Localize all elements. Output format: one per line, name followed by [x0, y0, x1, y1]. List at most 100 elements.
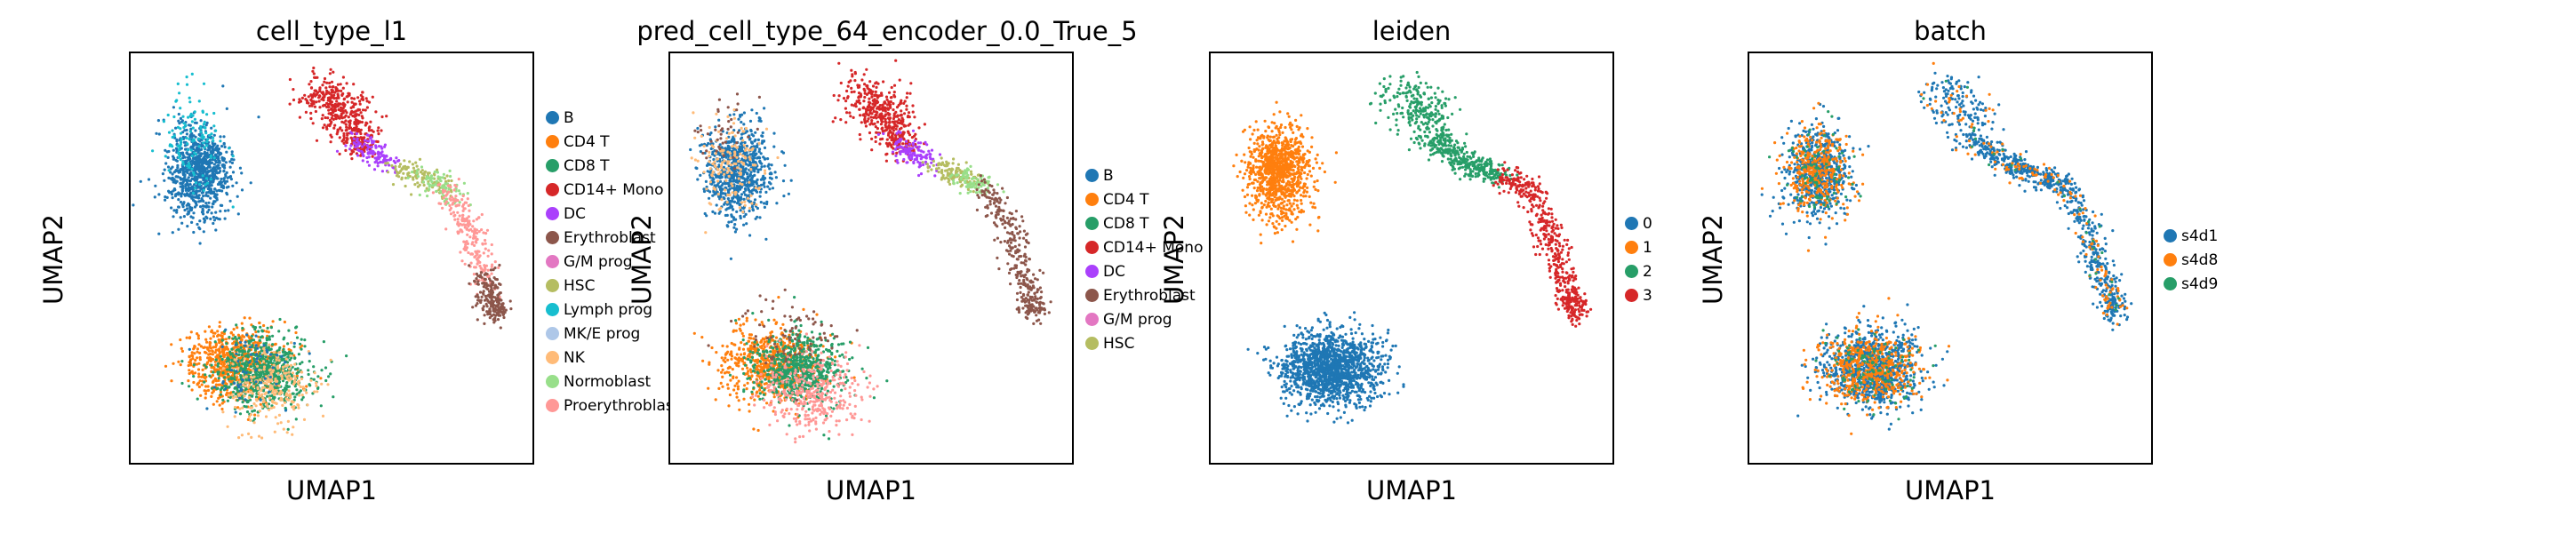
legend-item: DC: [1085, 259, 1203, 283]
cell-cluster: [751, 332, 879, 444]
legend-item: CD4 T: [1085, 187, 1203, 211]
legend-item: Erythroblast: [1085, 283, 1203, 307]
legend-label: Normoblast: [564, 372, 652, 391]
legend-marker: [1085, 217, 1099, 230]
legend-marker: [1085, 193, 1099, 206]
x-axis-label: UMAP1: [1904, 475, 1996, 505]
legend-marker: [1625, 265, 1638, 278]
legend-marker: [1625, 289, 1638, 302]
panel-cell-type-l1: cell_type_l1 UMAP1 UMAP2 B CD4 T CD8 T CD14…: [0, 0, 674, 533]
legend-marker: [546, 375, 559, 388]
legend-marker: [546, 279, 559, 292]
legend-item: B: [1085, 163, 1203, 187]
legend-marker: [546, 111, 559, 124]
legend-marker: [546, 207, 559, 220]
legend-label: Erythroblast: [564, 228, 656, 247]
legend-marker: [1085, 265, 1099, 278]
chart-title: leiden: [1372, 16, 1452, 46]
cell-cluster: [221, 341, 332, 440]
x-axis-label: UMAP1: [285, 475, 378, 505]
legend-marker: [1085, 337, 1099, 350]
legend-item: G/M prog: [1085, 307, 1203, 331]
legend-item: DC: [546, 202, 674, 226]
cell-cluster: [1801, 297, 1951, 435]
cell-cluster: [431, 178, 501, 299]
legend-label: CD8 T: [564, 156, 610, 175]
legend-marker: [2164, 277, 2177, 290]
legend-label: DC: [1103, 262, 1125, 281]
cell-cluster: [1232, 100, 1338, 245]
legend-item: Erythroblast: [546, 226, 674, 250]
legend-marker: [546, 351, 559, 364]
legend-label: HSC: [1103, 334, 1135, 353]
legend-item: CD8 T: [1085, 211, 1203, 235]
legend-item: B: [546, 106, 674, 130]
legend-item: s4d1: [2164, 224, 2218, 248]
legend-label: 3: [1643, 286, 1652, 305]
chart-title: pred_cell_type_64_encoder_0.0_True_5: [636, 16, 1138, 46]
cell-cluster: [1922, 79, 2120, 312]
chart-title: cell_type_l1: [255, 16, 408, 46]
legend-label: CD14+ Mono: [564, 180, 664, 199]
chart-title: batch: [1914, 16, 1987, 46]
cell-cluster: [690, 108, 780, 235]
scatter-plot-area: [668, 52, 1074, 465]
cell-cluster: [132, 84, 260, 245]
legend-item: HSC: [546, 274, 674, 298]
legend: B CD4 T CD8 T CD14+ Mono DC Erythroblast G/M p…: [546, 106, 674, 418]
cell-cluster: [975, 174, 1052, 325]
x-axis-label: UMAP1: [1365, 475, 1458, 505]
legend-item: s4d9: [2164, 272, 2218, 296]
legend-item: Lymph prog: [546, 298, 674, 322]
legend-item: CD14+ Mono: [1085, 235, 1203, 259]
legend-marker: [546, 303, 559, 316]
panel-pred-cell-type: pred_cell_type_64_encoder_0.0_True_5 UMA…: [627, 0, 1203, 533]
cell-cluster: [1768, 110, 1862, 209]
legend-marker: [546, 159, 559, 172]
legend: 0 1 2 3: [1625, 211, 1652, 307]
legend-marker: [2164, 229, 2177, 243]
legend-label: s4d1: [2181, 227, 2219, 245]
legend-item: G/M prog: [546, 250, 674, 274]
legend-item: 1: [1625, 235, 1652, 259]
legend-marker: [2164, 253, 2177, 266]
legend-item: MK/E prog: [546, 322, 674, 346]
legend-label: G/M prog: [1103, 310, 1172, 329]
legend-item: NK: [546, 346, 674, 370]
cell-cluster: [180, 317, 348, 431]
legend-item: CD8 T: [546, 154, 674, 178]
cell-cluster: [1492, 161, 1593, 328]
cell-cluster: [384, 157, 453, 200]
legend-label: NK: [564, 348, 585, 367]
legend-label: s4d9: [2181, 274, 2219, 293]
cell-cluster: [1368, 70, 1519, 189]
legend-label: Proerythroblas: [564, 396, 674, 415]
legend-item: 2: [1625, 259, 1652, 283]
legend-label: MK/E prog: [564, 324, 641, 343]
scatter-points: [132, 66, 513, 440]
cell-cluster: [693, 92, 761, 171]
legend-item: 3: [1625, 283, 1652, 307]
legend-label: DC: [564, 204, 586, 223]
legend-label: s4d8: [2181, 251, 2219, 269]
cell-cluster: [1917, 71, 2133, 331]
cell-cluster: [288, 66, 388, 161]
legend-item: Proerythroblas: [546, 394, 674, 418]
legend-label: 2: [1643, 262, 1652, 281]
cell-cluster: [876, 129, 942, 178]
legend-label: 0: [1643, 214, 1652, 233]
x-axis-label: UMAP1: [825, 475, 917, 505]
legend-marker: [546, 231, 559, 244]
legend-marker: [1625, 217, 1638, 230]
legend-label: CD14+ Mono: [1103, 238, 1204, 257]
legend-label: Erythroblast: [1103, 286, 1196, 305]
scatter-plot-area: [1209, 52, 1614, 465]
legend: s4d1 s4d8 s4d9: [2164, 224, 2218, 296]
legend-marker: [1085, 313, 1099, 326]
legend-marker: [546, 327, 559, 340]
legend-marker: [546, 183, 559, 196]
legend-label: B: [1103, 166, 1114, 185]
legend-item: Normoblast: [546, 370, 674, 394]
scatter-points: [1232, 70, 1593, 425]
legend-label: Lymph prog: [564, 300, 653, 319]
